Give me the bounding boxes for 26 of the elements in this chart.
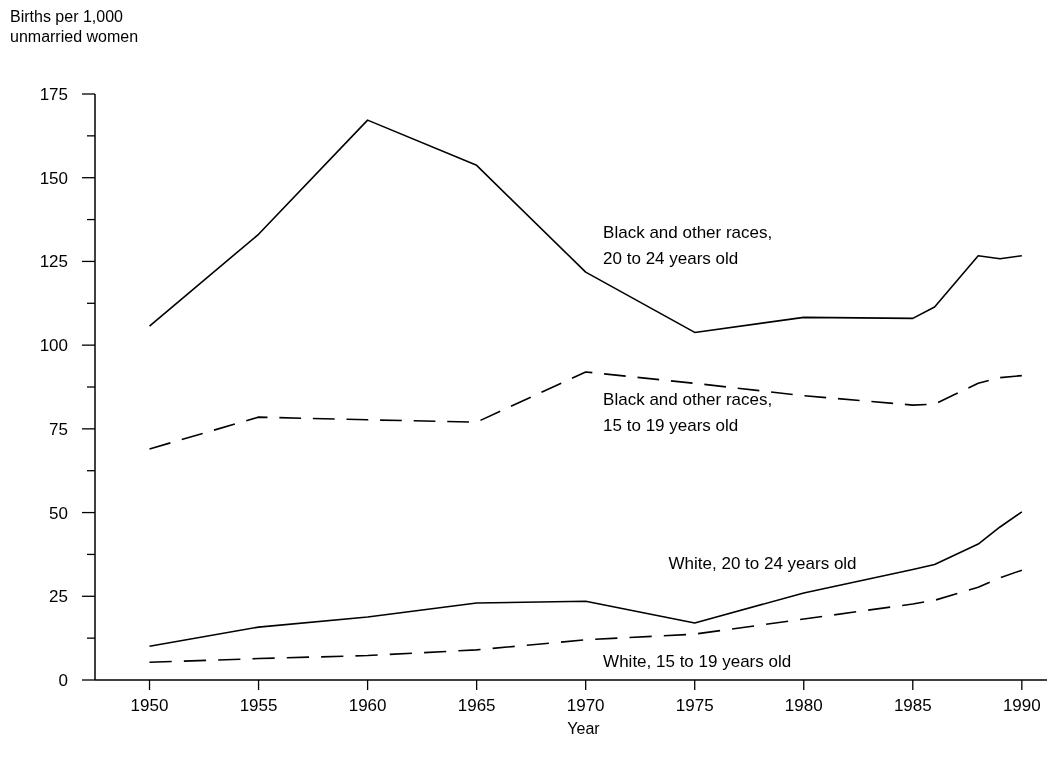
y-tick-label: 75 — [49, 419, 68, 439]
y-axis-title: Births per 1,000 unmarried women — [10, 8, 139, 45]
x-tick-label: 1980 — [784, 696, 823, 715]
y-tick-label: 150 — [39, 168, 68, 188]
y-tick-label: 100 — [39, 336, 68, 356]
y-tick-label: 25 — [49, 587, 68, 607]
x-tick-label: 1965 — [457, 696, 496, 715]
x-tick-label: 1950 — [130, 696, 169, 715]
y-tick-label: 0 — [58, 671, 68, 690]
line-series — [148, 119, 1023, 334]
y-tick-label: 125 — [39, 252, 68, 272]
series-label: Black and other races, 15 to 19 years old — [603, 390, 773, 436]
x-axis-title: Year — [567, 720, 601, 737]
series-label: White, 15 to 19 years old — [603, 651, 792, 671]
series-label: White, 20 to 24 years old — [668, 554, 857, 574]
series-label: Black and other races, 20 to 24 years old — [603, 222, 773, 268]
line-series — [148, 511, 1023, 647]
x-tick-label: 1975 — [675, 696, 714, 715]
y-tick-label: 50 — [49, 503, 68, 523]
x-tick-label: 1990 — [1002, 696, 1041, 715]
x-tick-label: 1960 — [348, 696, 387, 715]
line-series — [148, 371, 1023, 450]
x-tick-label: 1985 — [893, 696, 932, 715]
x-tick-label: 1955 — [239, 696, 278, 715]
y-tick-label: 175 — [39, 85, 68, 104]
x-tick-label: 1970 — [566, 696, 605, 715]
